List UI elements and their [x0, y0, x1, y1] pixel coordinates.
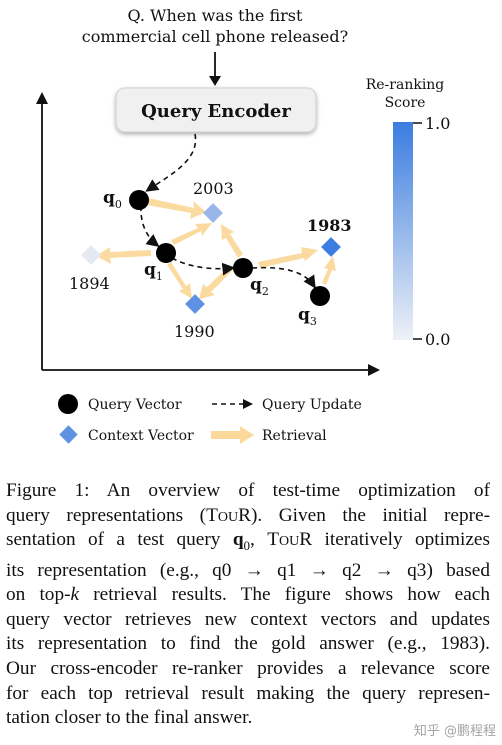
caption-line-10: tation closer to the final answer.: [6, 707, 253, 729]
query-node-q0: [129, 190, 149, 210]
query-label-q0: q0: [103, 188, 122, 211]
query-label-q1: q1: [144, 260, 163, 283]
caption-k: k: [70, 584, 80, 606]
colorbar: [393, 122, 413, 340]
retrieval-arrow-q2-1983: [258, 247, 318, 268]
update-q1-q2: [171, 257, 236, 276]
context-diamond-1983: [321, 237, 341, 257]
caption-line-8: Our cross-encoder re-ranker provides a r…: [6, 658, 490, 680]
query-label-q2: q2: [250, 275, 269, 298]
query-node-q3: [310, 286, 330, 306]
query-encoder-box: [115, 87, 317, 133]
query-label-q2-main: q: [250, 275, 262, 295]
context-label-1983: 1983: [307, 216, 352, 235]
legend: Query Vector Query Update Context Vector…: [58, 394, 362, 444]
caption-line-2-a: query representations (: [6, 504, 207, 526]
query-update-arrows: [140, 133, 316, 289]
caption-line-5-a: on top-: [6, 584, 71, 606]
caption-line-9: for each top retrieval result making the…: [6, 682, 490, 704]
legend-context-vector-icon: [59, 425, 78, 444]
caption-line-3-c: iteratively optimizes: [312, 529, 490, 551]
query-label-q1-main: q: [144, 260, 156, 280]
legend-query-vector-label: Query Vector: [88, 397, 182, 413]
context-label-1894: 1894: [69, 274, 110, 293]
caption-line-5-b: retrieval results. The figure shows how …: [79, 584, 490, 606]
caption-q0: q: [232, 529, 244, 551]
query-label-q2-sub: 2: [262, 285, 269, 298]
caption-tour-1: TouR: [206, 504, 251, 526]
update-encoder-q0: [145, 133, 197, 192]
retrieval-arrow-q1-1990: [167, 262, 192, 299]
query-node-q2: [233, 258, 253, 278]
figure-caption: Figure 1: An overview of test-time optim…: [6, 479, 490, 731]
colorbar-title-line-2: Score: [385, 95, 426, 111]
caption-tour-2: TouR: [267, 529, 313, 551]
caption-line-1: Figure 1: An overview of test-time optim…: [6, 480, 490, 501]
context-label-1990: 1990: [174, 322, 215, 341]
query-label-q0-main: q: [103, 188, 115, 208]
x-axis-head: [368, 364, 380, 376]
caption-line-2: query representations (TouR). Given the …: [6, 504, 490, 529]
retrieval-arrow-q2-2003: [221, 224, 243, 258]
colorbar-min-label: 0.0: [425, 330, 450, 349]
query-label-q1-sub: 1: [156, 270, 163, 283]
caption-line-5: on top-k retrieval results. The figure s…: [6, 583, 490, 608]
figure-1: Q. When was the first commercial cell ph…: [36, 6, 450, 444]
query-encoder-label: Query Encoder: [141, 101, 291, 122]
y-axis-head: [36, 92, 48, 104]
query-node-q1: [156, 243, 176, 263]
update-q2-q3: [251, 266, 316, 289]
legend-context-vector-label: Context Vector: [88, 428, 194, 444]
legend-query-vector-icon: [58, 394, 78, 414]
retrieval-arrow-q0-2003: [147, 198, 206, 219]
legend-retrieval-icon: [211, 426, 254, 444]
query-label-q0-sub: 0: [115, 198, 122, 211]
context-diamond-1894: [81, 245, 101, 265]
watermark: 知乎 @鹏程程: [413, 724, 496, 739]
query-label-q3-sub: 3: [310, 315, 317, 328]
caption-line-6: query vector retrieves new context vecto…: [6, 608, 490, 630]
colorbar-max-label: 1.0: [425, 114, 450, 133]
caption-line-3-a: sentation of a test query: [6, 529, 233, 551]
context-diamond-2003: [203, 203, 223, 223]
colorbar-title-line-1: Re-ranking: [366, 77, 445, 93]
legend-retrieval-label: Retrieval: [262, 428, 327, 444]
legend-query-update-label: Query Update: [262, 397, 362, 413]
query-label-q3-main: q: [298, 305, 310, 325]
legend-query-update-arrowhead: [243, 399, 253, 409]
context-label-2003: 2003: [193, 179, 234, 198]
caption-q0-sub: 0: [243, 538, 251, 554]
caption-line-4: its representation (e.g., q0 → q1 → q2 →…: [6, 559, 490, 581]
query-label-q3: q3: [298, 305, 317, 328]
caption-line-2-b: ). Given the initial repre-: [250, 504, 490, 526]
question-line-1: Q. When was the first: [128, 6, 303, 25]
question-line-2: commercial cell phone released?: [82, 27, 348, 46]
retrieval-arrow-q1-1894: [96, 247, 151, 264]
retrieval-arrow-q2-1990: [199, 266, 233, 299]
caption-line-3-b: ,: [250, 529, 268, 551]
update-q0-q1: [140, 205, 160, 247]
retrieval-arrow-q3-1983: [322, 256, 336, 285]
context-diamond-1990: [185, 294, 205, 314]
question-arrow-head: [209, 76, 221, 86]
retrieval-arrow-q1-2003: [171, 223, 212, 245]
caption-line-3: sentation of a test query q0, TouR itera…: [6, 528, 490, 558]
caption-line-7: its representation to find the gold answ…: [6, 633, 490, 655]
